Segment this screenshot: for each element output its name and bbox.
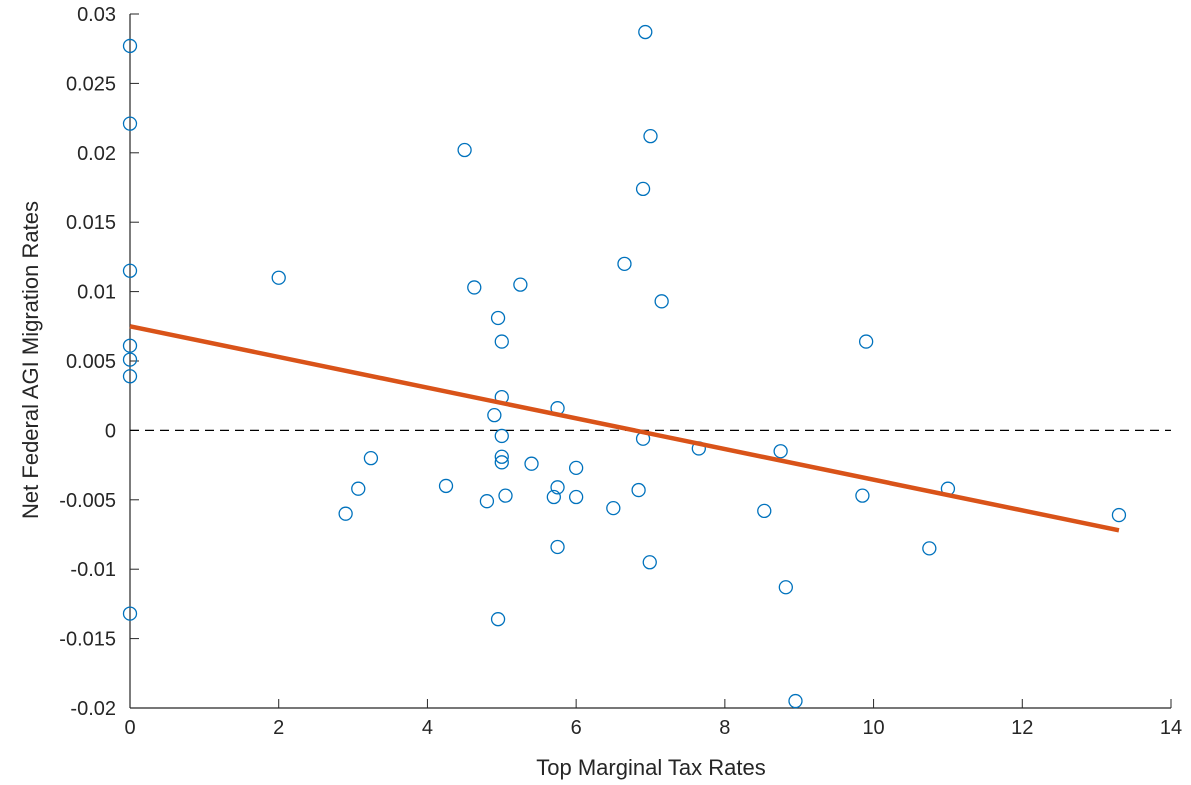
- data-point: [858, 334, 874, 349]
- y-tick-label: 0.02: [77, 143, 116, 165]
- y-tick-label: 0.025: [66, 73, 116, 95]
- data-point: [494, 449, 509, 464]
- x-axis-label: Top Marginal Tax Rates: [536, 755, 766, 780]
- data-point: [550, 480, 565, 495]
- data-point: [494, 455, 509, 470]
- y-tick-label: -0.005: [59, 490, 116, 512]
- data-point: [550, 539, 565, 555]
- data-point: [490, 612, 506, 627]
- data-point: [568, 489, 584, 505]
- data-point: [788, 693, 803, 709]
- data-point: [631, 482, 646, 498]
- data-point: [122, 606, 138, 621]
- y-tick-label: 0.03: [77, 4, 116, 26]
- data-point: [642, 555, 657, 570]
- data-point: [498, 488, 513, 503]
- data-point: [757, 503, 772, 519]
- data-point: [524, 456, 539, 471]
- y-tick-label: 0: [105, 420, 116, 442]
- data-point: [606, 500, 621, 516]
- data-point: [635, 181, 651, 197]
- data-point: [467, 280, 482, 295]
- data-point: [778, 580, 793, 595]
- y-tick-label: -0.02: [70, 698, 116, 720]
- data-point: [494, 334, 509, 349]
- data-point: [338, 506, 353, 521]
- x-tick-label: 8: [719, 717, 730, 739]
- data-point: [457, 142, 472, 158]
- data-point: [617, 256, 632, 271]
- data-point: [487, 407, 502, 423]
- y-tick-label: 0.015: [66, 212, 116, 234]
- data-point: [122, 338, 138, 353]
- y-tick-label: 0.01: [77, 282, 116, 304]
- axes: 0 2 4 6 8 10 12 14 -0.02 -0.015 -0.01 -0.005 0 0.005 0…: [59, 4, 1182, 739]
- x-tick-label: 4: [422, 717, 433, 739]
- data-point: [494, 428, 509, 444]
- regression-line-group: [129, 324, 1120, 533]
- data-point: [271, 270, 286, 285]
- data-point: [438, 478, 454, 494]
- data-point: [855, 488, 870, 503]
- x-tick-label: 14: [1160, 717, 1182, 739]
- x-tick-label: 2: [273, 717, 284, 739]
- data-point: [513, 277, 528, 292]
- y-tick-label: 0.005: [66, 351, 116, 373]
- data-point: [479, 494, 495, 509]
- data-point: [490, 310, 506, 326]
- data-point: [122, 369, 138, 384]
- data-point: [643, 128, 658, 144]
- x-tick-label: 10: [862, 717, 884, 739]
- x-tick-label: 6: [571, 717, 582, 739]
- x-tick-label: 12: [1011, 717, 1033, 739]
- data-point: [773, 444, 788, 459]
- data-point: [654, 294, 669, 309]
- data-point: [638, 24, 653, 40]
- y-axis-label: Net Federal AGI Migration Rates: [18, 201, 43, 519]
- x-tick-label: 0: [124, 717, 135, 739]
- y-tick-label: -0.015: [59, 629, 116, 651]
- data-point: [351, 481, 366, 496]
- data-point: [922, 541, 937, 556]
- data-point: [122, 116, 138, 131]
- data-point: [122, 263, 138, 278]
- data-point: [363, 451, 379, 466]
- data-point: [568, 460, 584, 476]
- data-point: [1111, 507, 1127, 523]
- regression-line: [129, 324, 1120, 533]
- data-point: [122, 38, 138, 54]
- data-point: [122, 352, 138, 367]
- data-points: [122, 24, 1127, 709]
- y-tick-label: -0.01: [70, 559, 116, 581]
- data-point: [546, 489, 561, 505]
